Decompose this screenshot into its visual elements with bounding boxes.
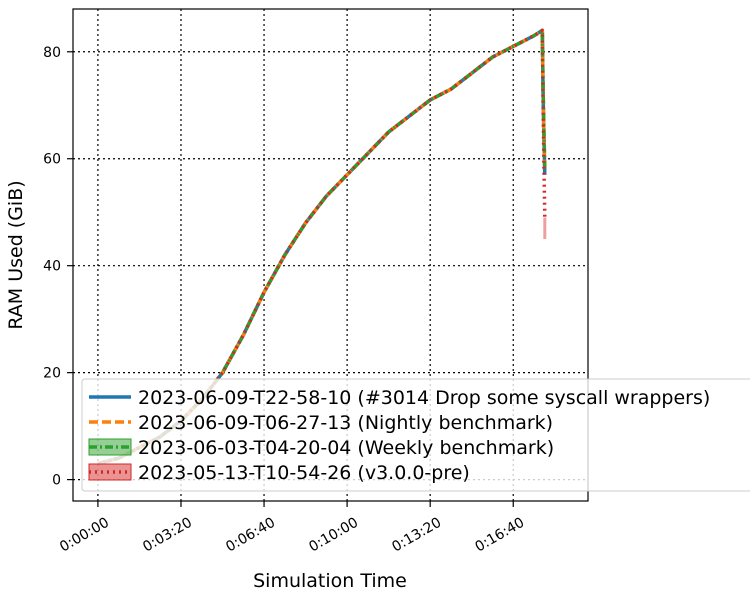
y-tick-label: 60 — [43, 152, 61, 168]
y-tick-label: 20 — [43, 366, 61, 382]
x-tick-label: 0:13:20 — [389, 515, 444, 556]
legend-frame — [81, 378, 750, 492]
legend-label: 2023-06-03-T04-20-04 (Weekly benchmark) — [138, 437, 554, 459]
x-tick-label: 0:10:00 — [306, 515, 361, 556]
x-tick-label: 0:16:40 — [472, 515, 527, 556]
legend-label: 2023-05-13-T10-54-26 (v3.0.0-pre) — [138, 462, 470, 484]
series-line — [97, 28, 547, 466]
y-tick-label: 80 — [43, 45, 61, 61]
y-axis-label: RAM Used (GiB) — [5, 180, 27, 329]
x-axis-ticks: 0:00:00 0:03:20 0:06:40 0:10:00 0:13:20 0:16:… — [57, 501, 527, 555]
x-tick-label: 0:06:40 — [223, 515, 278, 556]
plot-frame — [72, 8, 589, 502]
y-tick-label: 0 — [52, 473, 61, 489]
y-tick-label: 40 — [43, 259, 61, 275]
legend-label: 2023-06-09-T22-58-10 (#3014 Drop some sy… — [138, 387, 710, 409]
legend: 2023-06-09-T22-58-10 (#3014 Drop some sy… — [81, 378, 750, 492]
x-tick-label: 0:03:20 — [140, 515, 195, 556]
legend-label: 2023-06-09-T06-27-13 (Nightly benchmark) — [138, 412, 553, 434]
y-axis-ticks: 0 20 40 60 80 — [43, 45, 73, 489]
x-axis-label: Simulation Time — [253, 570, 407, 592]
x-tick-label: 0:00:00 — [57, 515, 112, 556]
